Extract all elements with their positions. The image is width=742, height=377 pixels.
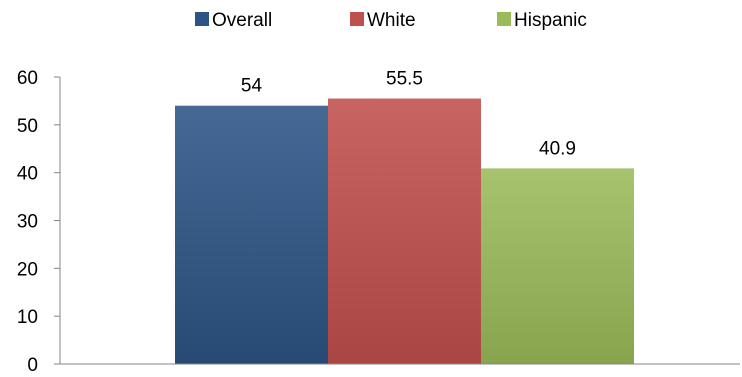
legend-swatch-white [350, 12, 364, 26]
y-tick-label: 10 [17, 307, 38, 328]
y-tick-label: 30 [17, 212, 38, 233]
legend-label-overall: Overall [212, 10, 272, 31]
y-tick-label: 20 [17, 259, 38, 280]
bar-hispanic [481, 168, 634, 364]
y-tick-label: 60 [17, 68, 38, 89]
data-labels-group: 54 55.5 40.9 [241, 69, 576, 160]
data-label-white: 55.5 [386, 69, 423, 90]
data-label-hispanic: 40.9 [539, 138, 576, 159]
legend-label-hispanic: Hispanic [514, 10, 587, 31]
bars-group [175, 98, 634, 365]
y-tick-label: 0 [27, 355, 38, 376]
legend-label-white: White [367, 10, 416, 31]
y-axis: 0 10 20 30 40 50 60 [17, 68, 61, 376]
legend-swatch-overall [195, 12, 209, 26]
legend-swatch-hispanic [497, 12, 511, 26]
data-label-overall: 54 [241, 76, 263, 97]
y-tick-label: 50 [17, 116, 38, 137]
bar-white [328, 98, 481, 365]
bar-overall [175, 105, 328, 364]
y-tick-label: 40 [17, 164, 38, 185]
chart-legend: Overall White Hispanic [195, 10, 587, 31]
